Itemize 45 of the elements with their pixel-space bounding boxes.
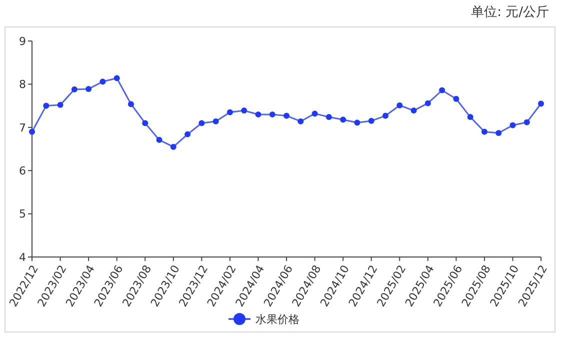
point — [524, 119, 530, 126]
point — [198, 120, 205, 126]
point — [510, 122, 516, 128]
point — [298, 118, 304, 124]
point — [269, 111, 276, 118]
point — [86, 86, 92, 92]
point — [467, 114, 474, 120]
point — [57, 102, 64, 108]
point — [212, 118, 219, 124]
point — [453, 96, 460, 102]
point — [354, 120, 360, 126]
text: 单位: 元/公斤 — [471, 5, 549, 20]
point — [71, 86, 78, 92]
y-tick-label: 7 — [19, 121, 26, 134]
point — [410, 108, 417, 114]
point — [396, 102, 403, 108]
point — [100, 78, 106, 85]
point — [241, 108, 248, 114]
point — [538, 100, 544, 107]
y-tick-label: 5 — [19, 208, 26, 221]
point — [255, 111, 262, 118]
y-tick-label: 4 — [19, 250, 26, 264]
y-tick-label: 6 — [19, 164, 26, 178]
point — [340, 116, 346, 123]
point — [439, 87, 446, 94]
point — [481, 128, 488, 135]
point — [226, 109, 233, 116]
point — [114, 75, 120, 82]
point — [326, 114, 332, 120]
point — [43, 102, 50, 109]
point — [368, 118, 374, 124]
point — [170, 144, 176, 150]
y-tick-label: 8 — [19, 78, 26, 92]
legend-label: 水果价格 — [256, 312, 300, 326]
point — [284, 112, 290, 119]
point — [142, 120, 148, 126]
point — [312, 110, 318, 117]
y-tick-label: 9 — [19, 34, 26, 48]
point — [128, 101, 134, 108]
point — [496, 130, 502, 136]
point — [424, 100, 431, 106]
point — [184, 131, 191, 138]
point — [29, 128, 35, 135]
point — [156, 136, 162, 143]
point — [382, 112, 388, 119]
